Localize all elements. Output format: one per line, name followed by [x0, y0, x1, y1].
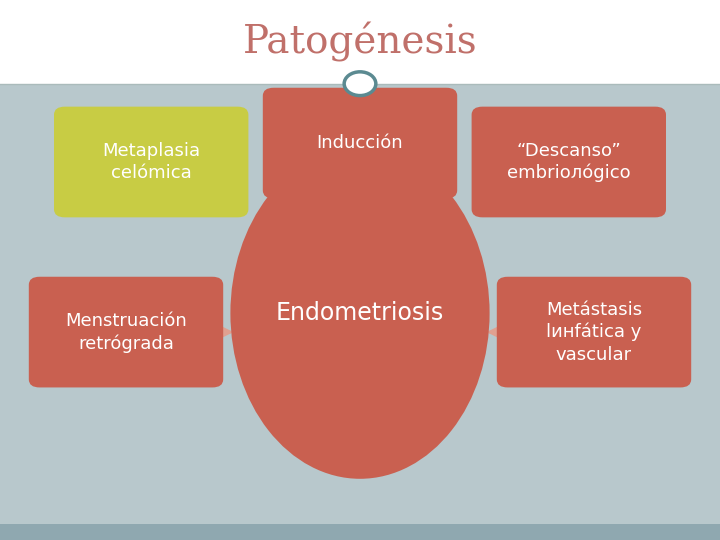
Ellipse shape [230, 147, 490, 479]
Text: Endometriosis: Endometriosis [276, 301, 444, 325]
Text: Menstruación
retrógrada: Menstruación retrógrada [65, 312, 187, 353]
FancyBboxPatch shape [263, 88, 457, 199]
Bar [0, 0, 720, 84]
FancyBboxPatch shape [497, 277, 691, 388]
Circle shape [344, 72, 376, 96]
FancyBboxPatch shape [472, 107, 666, 217]
Text: Metástasis
lинfática y
vascular: Metástasis lинfática y vascular [546, 301, 642, 363]
FancyBboxPatch shape [54, 107, 248, 217]
Text: “Descanso”
embriолógico: “Descanso” embriолógico [507, 141, 631, 183]
Bar [0, 524, 720, 540]
FancyBboxPatch shape [29, 277, 223, 388]
Text: Patogénesis: Patogénesis [243, 22, 477, 62]
Text: Inducción: Inducción [317, 134, 403, 152]
Text: Metaplasia
celómica: Metaplasia celómica [102, 142, 200, 182]
Bar [0, 84, 720, 524]
